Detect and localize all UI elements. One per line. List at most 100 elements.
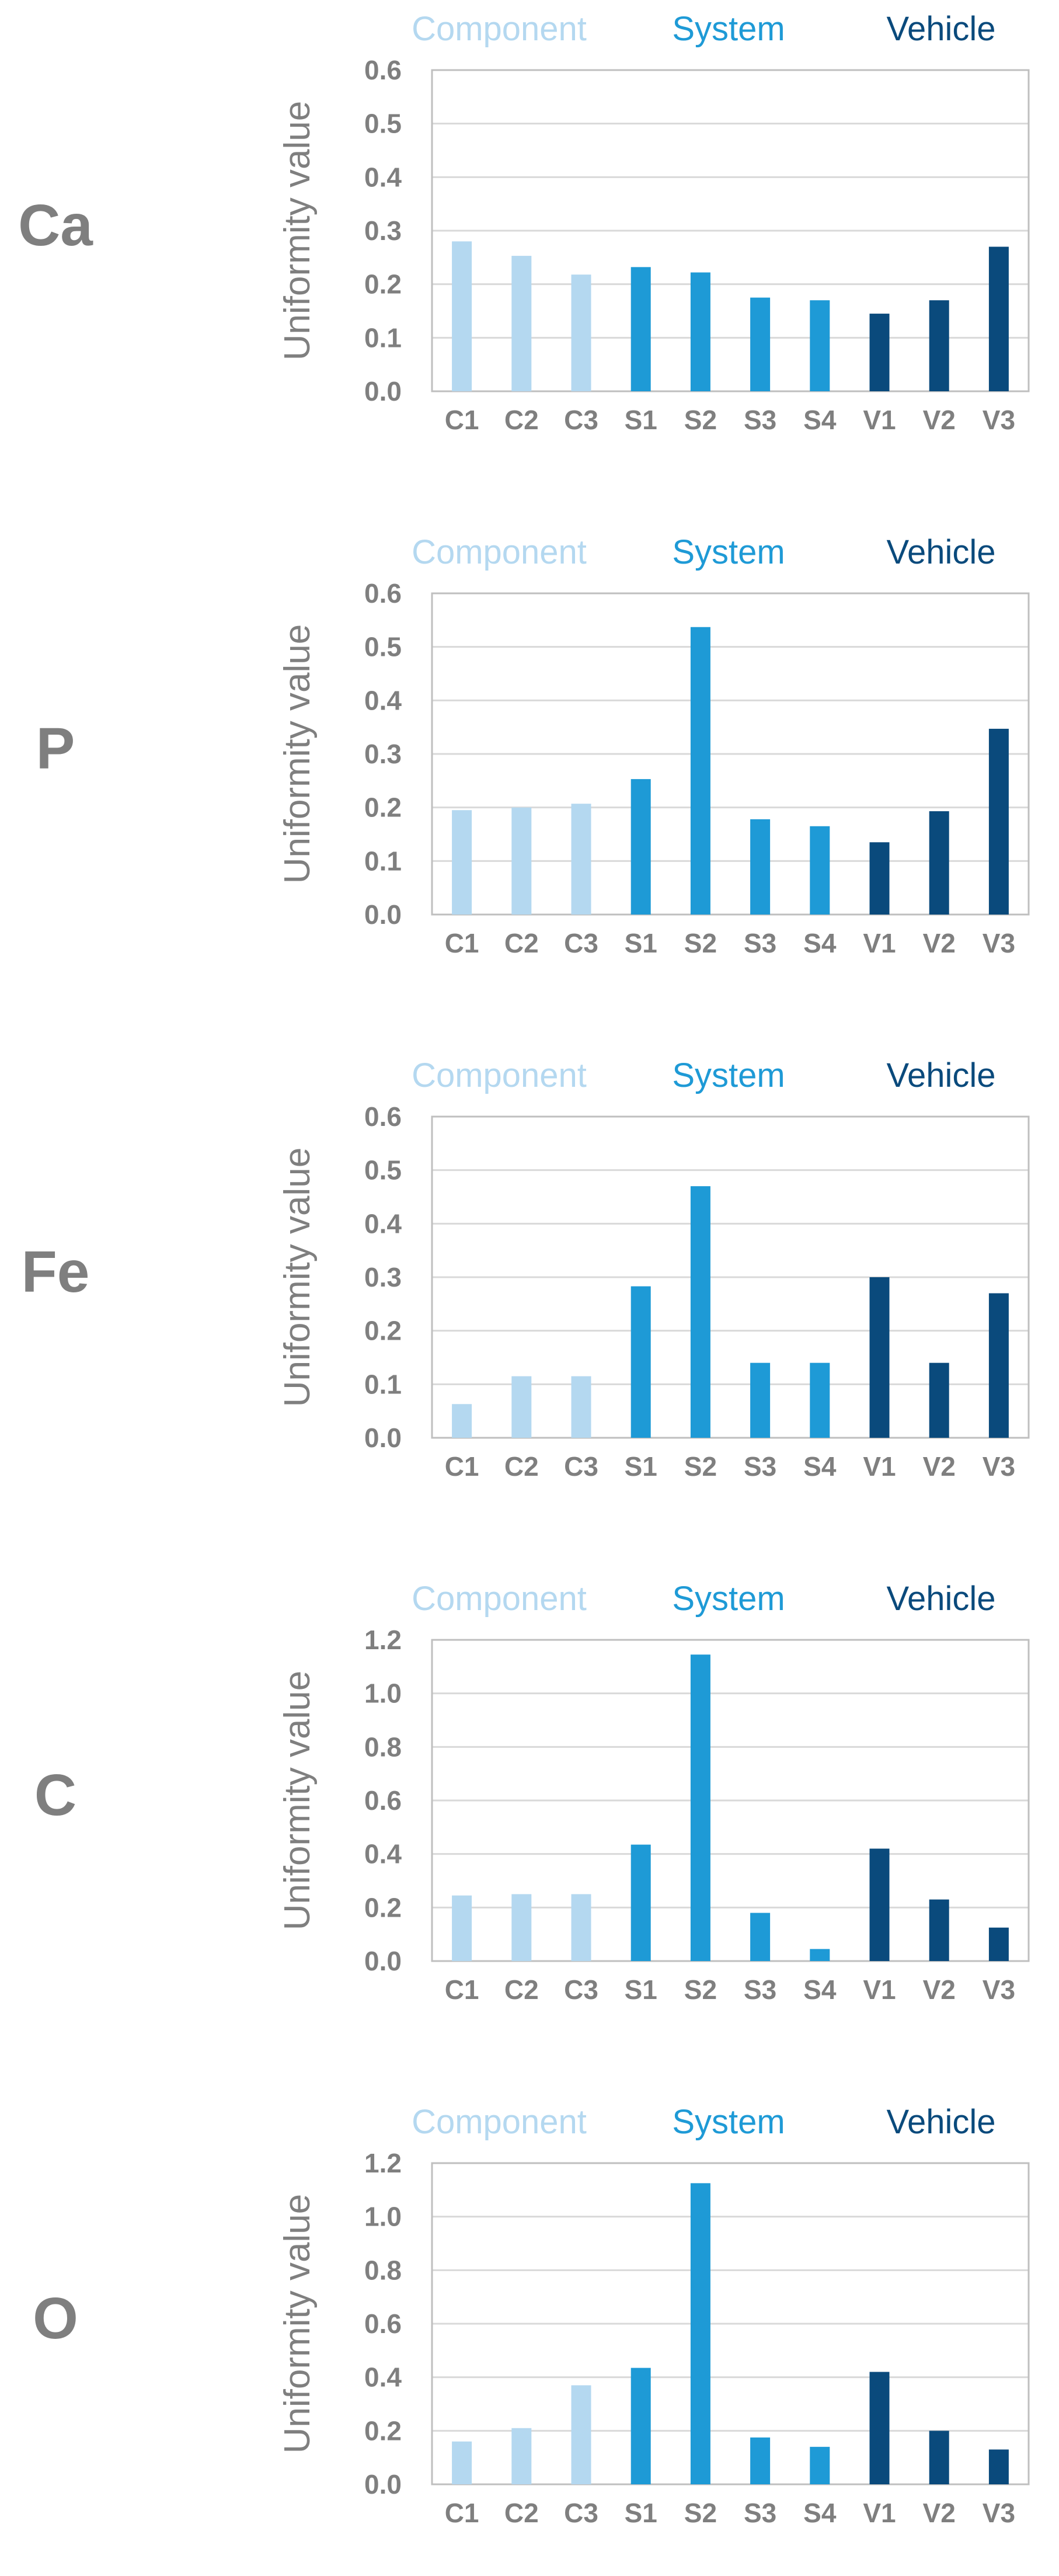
- y-tick-label: 0.0: [364, 2469, 402, 2499]
- x-tick-label: V2: [923, 928, 956, 958]
- y-tick-label: 0.2: [364, 792, 402, 823]
- bar-v3: [988, 2449, 1009, 2484]
- plot-area-border: [431, 69, 1030, 392]
- legend-component: Component: [412, 533, 587, 571]
- plot-area-border: [431, 1639, 1030, 1962]
- legend-system: System: [672, 1056, 785, 1094]
- y-tick-label: 0.3: [364, 1262, 402, 1292]
- x-tick-label: C1: [445, 2498, 479, 2528]
- y-tick-label: 0.5: [364, 632, 402, 662]
- x-tick-label: S4: [803, 1451, 837, 1482]
- bar-v2: [929, 1362, 949, 1438]
- y-tick-label: 0.5: [364, 1155, 402, 1186]
- y-tick-label: 0.4: [364, 2362, 402, 2393]
- y-tick-label: 0.2: [364, 1892, 402, 1923]
- y-axis-title: Uniformity value: [277, 1671, 318, 1930]
- bar-s3: [750, 297, 771, 391]
- x-tick-label: C3: [564, 2498, 598, 2528]
- x-tick-label: S1: [625, 2498, 657, 2528]
- bar-s1: [630, 1286, 651, 1438]
- x-tick-label: S4: [803, 2498, 837, 2528]
- element-label: C: [34, 1762, 76, 1828]
- y-tick-label: 0.1: [364, 846, 402, 876]
- bar-c1: [452, 2441, 472, 2484]
- legend-vehicle: Vehicle: [886, 1056, 995, 1094]
- bar-s4: [810, 300, 830, 391]
- x-tick-label: C2: [504, 1974, 539, 2005]
- x-tick-label: C2: [504, 2498, 539, 2528]
- y-tick-label: 0.4: [364, 1839, 402, 1869]
- y-tick-label: 0.3: [364, 739, 402, 769]
- bar-c1: [452, 241, 472, 391]
- y-axis-title: Uniformity value: [277, 624, 318, 884]
- y-axis-title: Uniformity value: [277, 2194, 318, 2453]
- x-tick-label: C3: [564, 1974, 598, 2005]
- bar-c2: [511, 1894, 532, 1961]
- x-tick-label: S4: [803, 1974, 837, 2005]
- x-tick-label: S1: [625, 1451, 657, 1482]
- y-tick-label: 0.0: [364, 376, 402, 406]
- y-tick-label: 1.2: [364, 1625, 402, 1655]
- y-tick-label: 0.5: [364, 109, 402, 139]
- chart-panel-fe: Component System Vehicle Fe Uniformity value…: [22, 1056, 1030, 1482]
- chart-panel-p: Component System Vehicle P Uniformity value 0…: [36, 533, 1030, 958]
- bar-c1: [452, 1895, 472, 1961]
- bar-s2: [690, 1186, 710, 1438]
- bar-s3: [750, 819, 771, 915]
- legend-component: Component: [412, 2103, 587, 2141]
- y-tick-label: 0.3: [364, 215, 402, 246]
- bar-s2: [690, 1654, 710, 1961]
- x-tick-label: S2: [684, 928, 717, 958]
- y-tick-label: 0.4: [364, 162, 402, 192]
- x-tick-label: C2: [504, 405, 539, 435]
- x-tick-label: C1: [445, 928, 479, 958]
- plot-area-border: [431, 2162, 1030, 2485]
- x-tick-label: V1: [863, 2498, 896, 2528]
- x-tick-label: S1: [625, 405, 657, 435]
- bar-c1: [452, 1404, 472, 1438]
- bar-s1: [630, 2368, 651, 2484]
- element-label: Fe: [22, 1239, 90, 1305]
- x-tick-label: V1: [863, 928, 896, 958]
- y-axis-title: Uniformity value: [277, 1148, 318, 1407]
- y-tick-label: 0.6: [364, 1101, 402, 1132]
- bar-v1: [869, 1848, 890, 1961]
- y-tick-label: 0.6: [364, 1785, 402, 1816]
- chart-panel-o: Component System Vehicle O Uniformity value 0…: [33, 2103, 1030, 2528]
- bar-s4: [810, 1362, 830, 1438]
- x-tick-label: S3: [744, 405, 776, 435]
- y-tick-label: 0.2: [364, 2415, 402, 2446]
- bar-s4: [810, 1949, 830, 1961]
- legend-component: Component: [412, 10, 587, 48]
- bar-s3: [750, 2437, 771, 2484]
- bar-v2: [929, 300, 949, 391]
- y-tick-label: 0.2: [364, 269, 402, 300]
- bar-s2: [690, 272, 710, 391]
- y-tick-label: 0.6: [364, 2309, 402, 2339]
- x-tick-label: C1: [445, 1974, 479, 2005]
- x-tick-label: V1: [863, 1451, 896, 1482]
- legend-system: System: [672, 10, 785, 48]
- x-tick-label: S4: [803, 928, 837, 958]
- x-tick-label: C1: [445, 1451, 479, 1482]
- bar-s3: [750, 1362, 771, 1438]
- x-tick-label: V2: [923, 2498, 956, 2528]
- bar-v2: [929, 2431, 949, 2484]
- legend-vehicle: Vehicle: [886, 2103, 995, 2141]
- bar-c3: [571, 804, 591, 915]
- y-tick-label: 0.1: [364, 322, 402, 353]
- bar-v1: [869, 1277, 890, 1438]
- element-label: O: [33, 2286, 78, 2351]
- bar-v1: [869, 314, 890, 391]
- x-tick-label: V2: [923, 1451, 956, 1482]
- bar-v3: [988, 1293, 1009, 1438]
- legend-vehicle: Vehicle: [886, 10, 995, 48]
- y-tick-label: 0.0: [364, 899, 402, 930]
- x-tick-label: V3: [983, 1974, 1015, 2005]
- legend-component: Component: [412, 1580, 587, 1618]
- y-tick-label: 0.6: [364, 55, 402, 85]
- bar-s2: [690, 2183, 710, 2484]
- bar-v1: [869, 2372, 890, 2484]
- element-label: Ca: [18, 193, 93, 258]
